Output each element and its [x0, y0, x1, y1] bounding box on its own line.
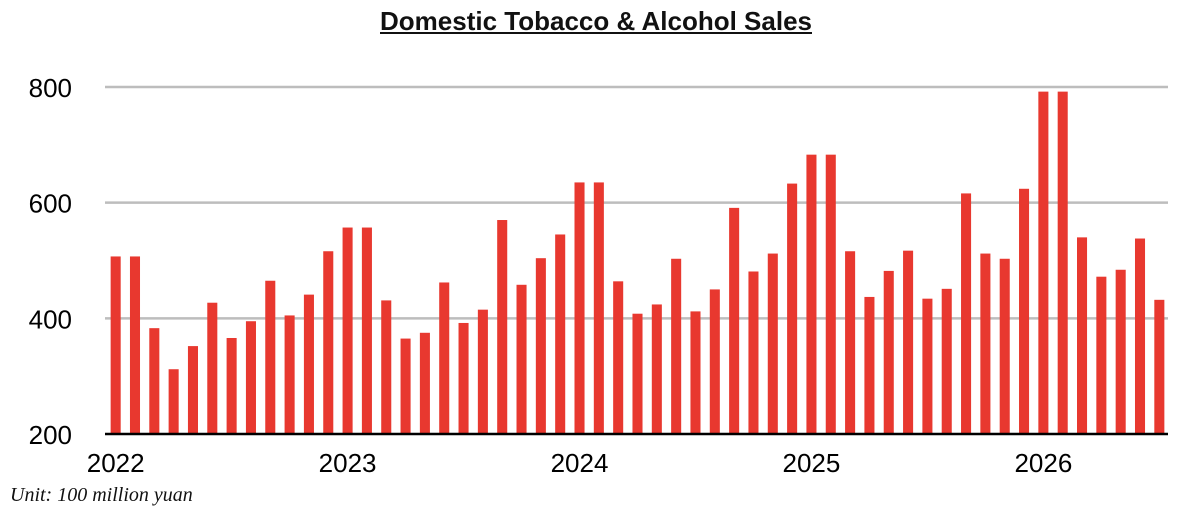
bar: 2023-05: 375 — [419, 332, 430, 434]
bar: 2022-02: 507 — [129, 256, 141, 434]
bar: 2025-11: 503 — [999, 258, 1010, 434]
bar: 2023-10: 458 — [516, 284, 527, 434]
bar: 2022-06: 427 — [207, 302, 218, 434]
bar: 2025-04: 437 — [864, 296, 875, 434]
bar: 2024-08: 450 — [709, 289, 720, 434]
bar: 2025-12: 624 — [1019, 188, 1030, 434]
unit-note: Unit: 100 million yuan — [10, 484, 193, 506]
bar: 2023-01: 557 — [342, 227, 353, 434]
bar: 2023-07: 392 — [458, 322, 469, 434]
bar: 2022-11: 441 — [303, 294, 314, 434]
y-tick-label: 800 — [29, 73, 72, 103]
bar: 2022-10: 405 — [284, 315, 295, 434]
bar: 2022-09: 465 — [265, 280, 276, 434]
bar: 2023-09: 570 — [497, 220, 508, 434]
bar: 2022-01: 507 — [110, 256, 121, 434]
bar: 2026-03: 540 — [1077, 237, 1088, 434]
bar: 2024-03: 464 — [613, 281, 624, 434]
bar: 2022-12: 516 — [323, 251, 334, 434]
bar: 2025-09: 616 — [961, 193, 972, 434]
x-tick-label: 2026 — [1014, 448, 1072, 478]
y-tick-label: 200 — [29, 420, 72, 450]
bar: 2024-05: 424 — [651, 304, 662, 434]
bar: 2025-01: 683 — [806, 154, 817, 435]
x-tick-label: 2024 — [551, 448, 609, 478]
bar: 2024-02: 635 — [593, 182, 604, 434]
chart-title: Domestic Tobacco & Alcohol Sales — [380, 6, 812, 36]
bar: 2026-04: 472 — [1096, 276, 1107, 434]
bar: 2024-04: 408 — [632, 313, 643, 434]
bar: 2024-11: 512 — [767, 253, 778, 434]
bar: 2023-02: 557 — [361, 227, 372, 434]
y-axis-ticks: 200 400 600 800 — [29, 73, 72, 450]
y-tick-label: 400 — [29, 304, 72, 334]
bar: 2026-07: 432 — [1154, 299, 1165, 434]
bar: 2025-03: 516 — [845, 251, 856, 434]
bar: 2023-06: 462 — [439, 282, 450, 434]
bar: 2024-10: 481 — [748, 271, 759, 434]
bar: 2026-01: 792 — [1038, 91, 1049, 435]
bar: 2025-10: 512 — [980, 253, 991, 434]
bar: 2026-05: 484 — [1115, 269, 1126, 434]
bar: 2025-02: 683 — [825, 154, 836, 435]
bar: 2022-04: 312 — [168, 369, 179, 434]
bar: 2023-08: 415 — [477, 309, 488, 434]
x-tick-label: 2025 — [783, 448, 841, 478]
bar: 2023-04: 365 — [400, 338, 411, 434]
bar: 2022-08: 395 — [245, 321, 256, 434]
bar: 2023-11: 504 — [535, 258, 546, 434]
bar: 2025-07: 434 — [922, 298, 933, 434]
bar: 2024-06: 503 — [671, 258, 682, 434]
y-tick-label: 600 — [29, 189, 72, 219]
bar: 2024-07: 412 — [690, 311, 701, 434]
bar: 2026-02: 792 — [1057, 91, 1068, 435]
x-tick-label: 2022 — [87, 448, 145, 478]
bar: 2022-03: 383 — [149, 328, 160, 434]
bar: 2024-09: 591 — [729, 207, 740, 434]
bar: 2022-07: 366 — [226, 337, 237, 434]
bar: 2026-06: 538 — [1134, 238, 1146, 434]
x-tick-label: 2023 — [319, 448, 377, 478]
x-axis-ticks: 2022 2023 2024 2025 2026 — [87, 448, 1073, 478]
bar: 2025-06: 517 — [903, 250, 914, 434]
bar: 2024-01: 635 — [574, 182, 585, 434]
bar: 2023-03: 431 — [381, 300, 392, 434]
bar: 2022-05: 352 — [187, 346, 198, 434]
bar: 2025-08: 451 — [941, 288, 952, 434]
bar: 2024-12: 633 — [787, 183, 798, 434]
bar: 2025-05: 482 — [883, 270, 894, 434]
bar: 2023-12: 545 — [555, 234, 566, 434]
bars: 2022-01: 507 2022-02: 507 2022-03: 383 2022… — [110, 91, 1165, 435]
